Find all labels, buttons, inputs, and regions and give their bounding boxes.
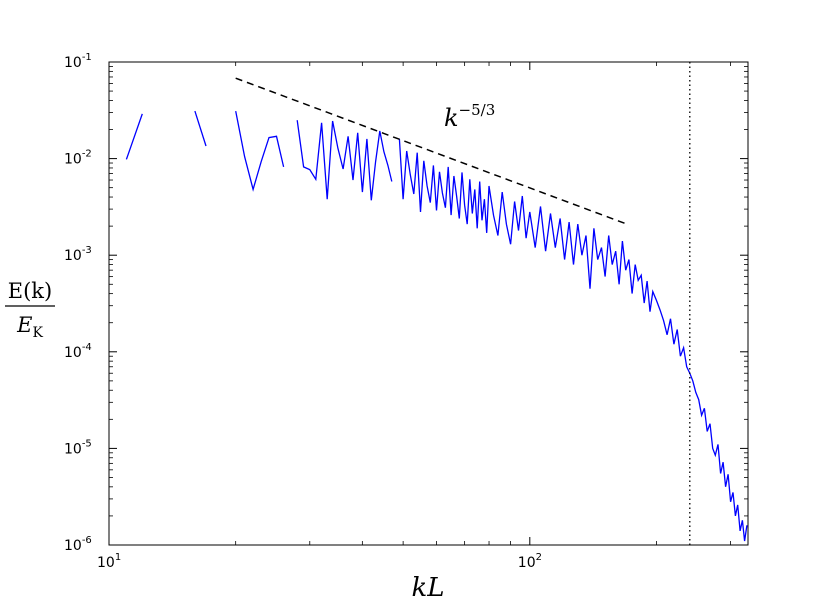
series-line-segment-1 xyxy=(125,113,143,160)
y-tick-label: 10-1 xyxy=(64,52,92,71)
reference-slope-label-exponent: −5/3 xyxy=(459,101,496,119)
y-tick-label: 10-2 xyxy=(64,149,92,168)
series-line-segment-5 xyxy=(398,138,748,542)
y-axis-title-numerator: E(k) xyxy=(8,279,52,303)
reference-slope-label-base: k xyxy=(444,104,459,132)
plot-area xyxy=(108,61,749,546)
y-tick-label: 10-6 xyxy=(64,535,92,554)
reference-slope-line xyxy=(235,77,628,225)
axis-ticks xyxy=(108,61,748,546)
axis-labels: 10-1 10-2 10-3 10-4 10-5 10-6 101 102 kL E(k) EK xyxy=(5,52,542,603)
series-line-segment-4 xyxy=(296,120,393,201)
y-axis-title-denominator: EK xyxy=(16,313,43,341)
x-tick-label: 101 xyxy=(97,552,121,571)
series-line-segment-2 xyxy=(194,110,207,147)
reference-slope-label: k−5/3 xyxy=(444,101,495,132)
y-tick-label: 10-5 xyxy=(64,438,92,457)
y-tick-label: 10-3 xyxy=(64,245,92,264)
y-tick-label: 10-4 xyxy=(64,342,92,361)
x-axis-title: kL xyxy=(411,573,444,603)
x-tick-label: 102 xyxy=(518,552,542,571)
chart-marks: k−5/3 xyxy=(125,62,748,545)
series-line-segment-3 xyxy=(235,110,285,192)
